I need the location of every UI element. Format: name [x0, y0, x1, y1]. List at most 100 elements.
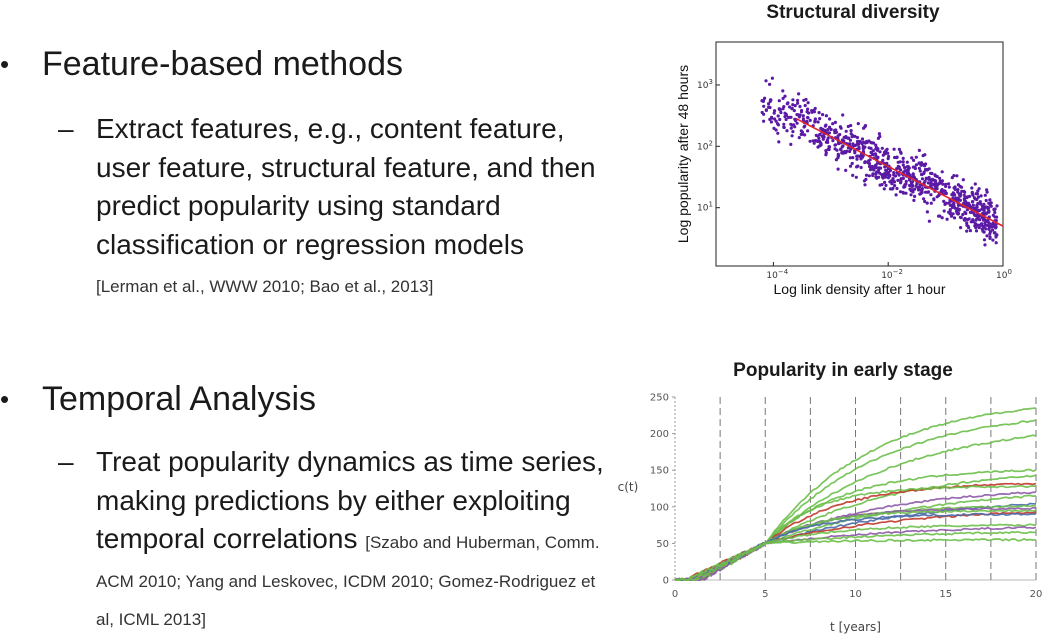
scatter-point — [895, 186, 899, 191]
scatter-point — [842, 135, 846, 139]
scatter-point — [798, 104, 802, 109]
scatter-point — [776, 131, 780, 135]
scatter-point — [917, 161, 921, 165]
scatter-point — [804, 97, 808, 102]
scatter-point — [836, 154, 840, 158]
scatter-point — [907, 166, 911, 170]
scatter-point — [974, 192, 978, 196]
scatter-point — [991, 221, 995, 225]
scatter-point — [914, 163, 919, 167]
scatter-point — [910, 156, 914, 160]
scatter-point — [929, 178, 933, 182]
scatter-point — [898, 160, 902, 164]
scatter-point — [927, 219, 932, 223]
scatter-point — [953, 193, 957, 197]
scatter-point — [927, 175, 931, 180]
scatter-point — [894, 193, 898, 197]
scatter-point — [800, 130, 805, 134]
scatter-point — [785, 129, 789, 133]
x-tick-label: 10−4 — [766, 268, 788, 281]
scatter-point — [901, 156, 905, 160]
line-chart-title: Popularity in early stage — [733, 360, 953, 381]
scatter-point — [859, 165, 863, 170]
scatter-point — [912, 175, 916, 179]
scatter-point — [881, 158, 885, 162]
scatter-point — [977, 226, 981, 230]
scatter-point — [963, 218, 967, 222]
scatter-point — [840, 150, 845, 154]
scatter-point — [968, 210, 973, 214]
line-y-axis-label: c(t) — [618, 480, 639, 494]
scatter-point — [869, 150, 873, 154]
scatter-point — [974, 218, 978, 222]
scatter-point — [956, 183, 961, 187]
scatter-point — [819, 143, 823, 147]
scatter-point — [774, 119, 778, 123]
scatter-point — [920, 190, 924, 194]
scatter-point — [793, 125, 797, 129]
scatter-point — [937, 182, 941, 186]
scatter-point — [893, 174, 898, 178]
scatter-point — [992, 231, 996, 235]
scatter-point — [791, 130, 795, 134]
scatter-point — [962, 197, 966, 201]
scatter-point — [905, 160, 909, 164]
scatter-point — [912, 158, 916, 162]
scatter-point — [796, 98, 800, 103]
scatter-x-axis-label: Log link density after 1 hour — [774, 281, 946, 297]
scatter-point — [874, 164, 878, 168]
scatter-point — [971, 200, 975, 204]
scatter-point — [883, 180, 887, 184]
scatter-point — [926, 190, 931, 194]
series-line-5 — [675, 474, 1037, 582]
scatter-point — [848, 164, 853, 168]
scatter-point — [985, 211, 989, 215]
scatter-point — [989, 201, 993, 205]
x-tick-base: 10 — [996, 271, 1008, 281]
scatter-point — [994, 241, 998, 245]
scatter-point — [919, 161, 924, 165]
scatter-point — [802, 125, 806, 129]
scatter-point — [762, 104, 766, 108]
scatter-point — [892, 180, 897, 184]
scatter-point — [827, 147, 831, 152]
scatter-point — [824, 129, 828, 133]
scatter-point — [808, 139, 812, 143]
scatter-point — [959, 216, 963, 220]
x-tick-label: 10 — [849, 589, 862, 600]
scatter-point — [976, 208, 981, 213]
scatter-point — [980, 222, 984, 226]
scatter-point — [934, 185, 938, 189]
scatter-point — [806, 129, 810, 133]
scatter-point — [974, 226, 978, 230]
scatter-point — [808, 118, 812, 122]
scatter-point — [846, 124, 850, 129]
scatter-point — [873, 152, 878, 156]
scatter-point — [898, 190, 903, 194]
scatter-point — [829, 127, 833, 132]
scatter-point — [955, 211, 959, 215]
scatter-point — [957, 207, 962, 211]
scatter-point — [982, 217, 987, 222]
scatter-point — [971, 218, 975, 222]
scatter-point — [817, 111, 821, 115]
scatter-point — [836, 167, 840, 171]
scatter-point — [813, 120, 817, 124]
scatter-point — [850, 135, 854, 139]
scatter-point — [796, 113, 800, 117]
sub-item-body: Treat popularity dynamics as time series… — [96, 443, 616, 636]
scatter-point — [886, 176, 891, 180]
scatter-point — [940, 216, 944, 220]
scatter-point — [944, 184, 948, 188]
scatter-point — [948, 208, 952, 212]
scatter-point — [769, 120, 774, 124]
x-tick-exp: 0 — [1007, 268, 1011, 276]
scatter-point — [940, 179, 945, 183]
scatter-point — [851, 144, 856, 148]
scatter-point — [988, 232, 992, 236]
scatter-point — [811, 139, 815, 143]
scatter-point — [806, 101, 810, 105]
scatter-point — [778, 117, 782, 122]
scatter-point — [806, 115, 810, 120]
scatter-point — [874, 171, 878, 175]
